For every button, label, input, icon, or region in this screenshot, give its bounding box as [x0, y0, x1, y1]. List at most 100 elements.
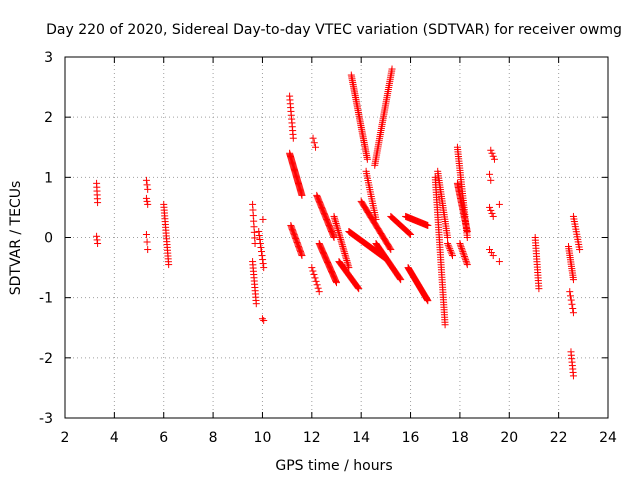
data-point [144, 185, 152, 193]
data-point [339, 242, 347, 250]
data-point [407, 230, 415, 238]
data-point [486, 203, 494, 211]
data-point [309, 267, 317, 275]
x-tick-label: 2 [61, 430, 70, 446]
data-point [340, 248, 348, 256]
data-point [569, 304, 577, 312]
data-point [334, 225, 342, 233]
data-point [332, 219, 340, 227]
data-point [396, 275, 404, 283]
data-point [363, 155, 371, 163]
data-point [343, 258, 351, 266]
data-point [487, 146, 495, 154]
data-point [256, 240, 264, 248]
data-point [353, 283, 361, 291]
data-point [424, 297, 432, 305]
data-point [446, 246, 454, 254]
data-point [448, 250, 456, 258]
data-point [258, 252, 266, 260]
y-tick-label: -2 [39, 351, 53, 367]
data-point [340, 246, 348, 254]
data-point [343, 257, 351, 265]
data-point [298, 191, 306, 199]
data-point [444, 234, 452, 241]
data-point [355, 285, 363, 293]
x-tick-label: 18 [451, 430, 469, 446]
data-point [143, 238, 151, 246]
data-point [256, 236, 264, 244]
data-point [495, 200, 503, 208]
data-point [386, 244, 394, 252]
data-point [259, 215, 267, 223]
data-point [488, 209, 496, 217]
data-point [255, 227, 263, 235]
y-tick-label: 2 [44, 110, 53, 126]
data-point [309, 134, 317, 142]
data-point [462, 256, 470, 264]
data-point [298, 252, 306, 260]
data-point [308, 264, 316, 272]
data-point [463, 234, 471, 241]
data-point [489, 152, 497, 160]
data-point [314, 284, 322, 292]
data-point [486, 170, 494, 178]
data-point [569, 309, 577, 317]
chart-title: Day 220 of 2020, Sidereal Day-to-day VTE… [46, 22, 622, 38]
data-point [144, 246, 152, 254]
x-tick-label: 20 [500, 430, 518, 446]
data-point [460, 252, 468, 260]
data-point [260, 264, 268, 272]
data-point [342, 253, 350, 261]
data-point [259, 260, 267, 268]
data-point [259, 256, 267, 264]
data-point [252, 300, 260, 308]
data-point [337, 237, 345, 245]
data-point [142, 194, 150, 202]
data-point [446, 245, 454, 253]
y-axis-label: SDTVAR / TECUs [8, 181, 24, 296]
data-point [310, 270, 318, 278]
x-tick-label: 4 [110, 430, 119, 446]
data-point [463, 227, 471, 235]
y-tick-label: 1 [44, 170, 53, 186]
data-point [444, 241, 452, 249]
data-point [333, 223, 341, 231]
data-point [371, 161, 379, 169]
data-point [344, 260, 352, 268]
data-point [339, 244, 347, 252]
data-point [568, 300, 576, 308]
data-point [424, 221, 432, 229]
x-tick-label: 8 [209, 430, 218, 446]
data-point [569, 372, 577, 380]
data-point [495, 258, 503, 266]
data-point [335, 230, 343, 238]
x-tick-label: 6 [159, 430, 168, 446]
data-point [461, 254, 469, 262]
x-tick-label: 22 [550, 430, 568, 446]
data-point [458, 246, 466, 254]
data-point [143, 197, 151, 205]
data-point [449, 252, 457, 260]
data-point [489, 212, 497, 220]
x-tick-label: 12 [303, 430, 321, 446]
data-point [94, 199, 102, 207]
y-tick-labels: -3 -2 -1 0 1 2 3 [39, 50, 53, 427]
data-point [459, 248, 467, 256]
data-point [143, 181, 151, 189]
data-point [331, 214, 339, 222]
x-tick-label: 24 [599, 430, 617, 446]
data-point [444, 240, 452, 248]
data-point [313, 281, 321, 289]
data-point [463, 261, 471, 269]
x-axis-label: GPS time / hours [275, 458, 392, 474]
data-point [487, 249, 495, 257]
data-point [312, 277, 320, 285]
data-point [333, 279, 340, 287]
data-point [142, 230, 150, 238]
data-point [337, 235, 345, 243]
y-tick-label: 0 [44, 231, 53, 247]
data-point [334, 227, 342, 235]
data-point [257, 244, 265, 252]
data-point [487, 206, 495, 214]
